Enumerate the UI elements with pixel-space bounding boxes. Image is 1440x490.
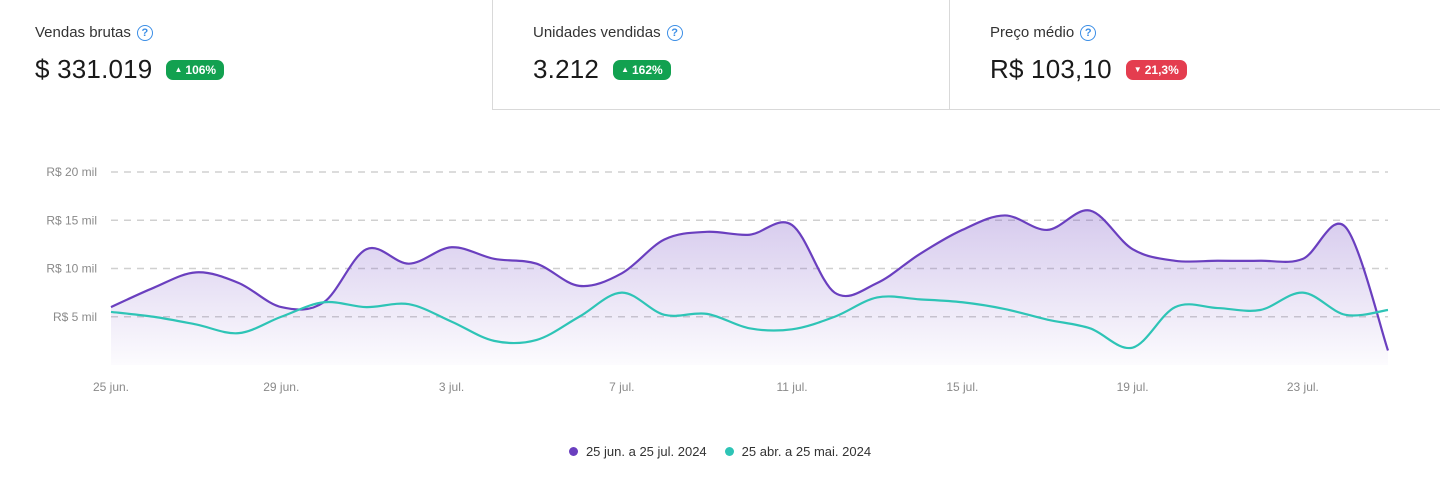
change-badge: ▼ 21,3% — [1125, 59, 1187, 80]
series-line-1[interactable] — [110, 291, 1389, 350]
help-icon[interactable]: ? — [666, 24, 683, 41]
y-tick-label: R$ 5 mil — [53, 310, 97, 324]
line-layer — [110, 209, 1390, 351]
area-layer — [111, 210, 1388, 365]
kpi-card-units-sold[interactable]: Unidades vendidas ? 3.212 ▲ 162% — [492, 0, 950, 110]
kpi-card-average-price[interactable]: Preço médio ? R$ 103,10 ▼ 21,3% — [950, 0, 1440, 110]
arrow-down-icon: ▼ — [1133, 65, 1142, 74]
x-tick-label: 3 jul. — [439, 380, 464, 394]
legend-dot-current — [568, 447, 578, 456]
kpi-label: Unidades vendidas — [533, 24, 661, 41]
y-tick-label: R$ 10 mil — [46, 262, 97, 276]
change-badge-text: 106% — [185, 62, 217, 77]
change-badge-text: 162% — [632, 62, 663, 77]
x-tick-label: 19 jul. — [1117, 380, 1149, 394]
y-tick-label: R$ 15 mil — [46, 213, 97, 227]
legend-label: 25 abr. a 25 mai. 2024 — [741, 444, 872, 459]
kpi-label-row: Vendas brutas ? — [35, 24, 153, 41]
kpi-value: 3.212 — [533, 54, 600, 84]
legend-item-current[interactable]: 25 jun. a 25 jul. 2024 — [568, 444, 707, 459]
chart-legend: 25 jun. a 25 jul. 2024 25 abr. a 25 mai.… — [0, 444, 1440, 459]
kpi-value-row: 3.212 ▲ 162% — [533, 54, 671, 85]
tick-layer: 25 jun. 29 jun. 3 jul. 7 jul. 11 jul. 15 jul.… — [93, 380, 1319, 394]
kpi-value: R$ 103,10 — [990, 54, 1112, 84]
legend-item-previous[interactable]: 25 abr. a 25 mai. 2024 — [724, 444, 872, 459]
sales-line-chart[interactable]: R$ 5 mil R$ 10 mil R$ 15 mil R$ 20 mil 25 j… — [0, 130, 1440, 420]
x-tick-label: 23 jul. — [1287, 380, 1319, 394]
legend-label: 25 jun. a 25 jul. 2024 — [585, 444, 707, 459]
x-tick-label: 11 jul. — [776, 380, 807, 394]
kpi-card-gross-sales[interactable]: Vendas brutas ? $ 331.019 ▲ 106% — [0, 0, 492, 108]
kpi-label-row: Preço médio ? — [990, 24, 1097, 41]
kpi-value: $ 331.019 — [35, 54, 153, 84]
series-area-0 — [111, 210, 1388, 365]
change-badge-text: 21,3% — [1144, 62, 1179, 77]
change-badge: ▲ 106% — [166, 59, 225, 80]
arrow-up-icon: ▲ — [174, 65, 183, 74]
help-icon[interactable]: ? — [136, 24, 153, 41]
x-tick-label: 15 jul. — [946, 380, 978, 394]
legend-dot-previous — [724, 447, 734, 456]
x-tick-label: 29 jun. — [263, 380, 299, 394]
kpi-value-row: $ 331.019 ▲ 106% — [35, 54, 225, 85]
kpi-value-row: R$ 103,10 ▼ 21,3% — [990, 54, 1187, 85]
x-tick-label: 7 jul. — [609, 380, 634, 394]
y-tick-label: R$ 20 mil — [46, 165, 97, 179]
kpi-label: Preço médio — [990, 24, 1075, 41]
x-tick-label: 25 jun. — [93, 380, 129, 394]
arrow-up-icon: ▲ — [621, 65, 629, 74]
kpi-bar: Vendas brutas ? $ 331.019 ▲ 106% Unidades… — [0, 0, 1440, 110]
help-icon[interactable]: ? — [1080, 24, 1097, 41]
kpi-label: Vendas brutas — [35, 24, 131, 41]
change-badge: ▲ 162% — [613, 59, 671, 80]
series-line-0[interactable] — [110, 209, 1390, 351]
kpi-label-row: Unidades vendidas ? — [533, 24, 683, 41]
